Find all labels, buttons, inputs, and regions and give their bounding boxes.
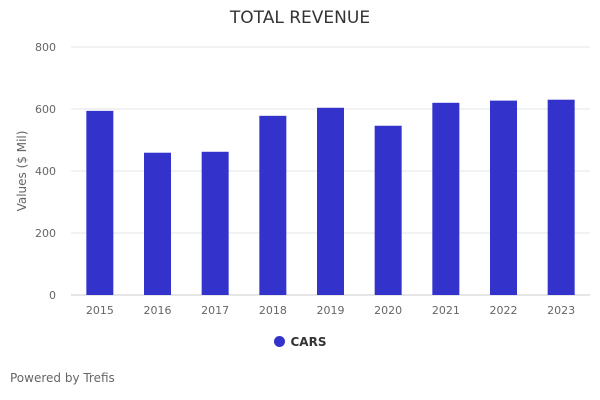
bar-chart: 0 200 400 600 800 Values ($ Mil) 2015 2016 2017 2… <box>15 41 590 317</box>
x-tick-label: 2022 <box>490 304 518 317</box>
y-tick-label: 600 <box>35 103 56 116</box>
legend-marker <box>273 336 285 347</box>
legend[interactable]: CARS <box>0 335 600 349</box>
bar-2017 <box>201 151 229 295</box>
x-tick-label: 2018 <box>259 304 287 317</box>
legend-label: CARS <box>290 335 327 349</box>
x-tick-label: 2021 <box>432 304 460 317</box>
y-axis-label: Values ($ Mil) <box>15 131 29 212</box>
bar-2018 <box>259 115 287 295</box>
bar-2020 <box>374 125 402 296</box>
x-tick-label: 2015 <box>86 304 114 317</box>
x-tick-label: 2020 <box>374 304 402 317</box>
bar-2016 <box>144 152 171 295</box>
x-tick-label: 2017 <box>201 304 229 317</box>
x-tick-label: 2019 <box>317 304 345 317</box>
bar-2015 <box>86 110 114 295</box>
bar-2019 <box>317 107 344 295</box>
y-tick-label: 400 <box>35 165 56 178</box>
y-tick-label: 800 <box>35 41 56 54</box>
bar-2022 <box>490 100 517 295</box>
chart-title: TOTAL REVENUE <box>229 8 371 28</box>
y-tick-label: 200 <box>35 227 56 240</box>
bar-2023 <box>547 99 575 295</box>
bar-2021 <box>432 102 460 295</box>
footer-credit: Powered by Trefis <box>10 371 115 385</box>
x-tick-label: 2016 <box>144 304 172 317</box>
y-tick-label: 0 <box>49 289 56 302</box>
x-tick-label: 2023 <box>547 304 575 317</box>
